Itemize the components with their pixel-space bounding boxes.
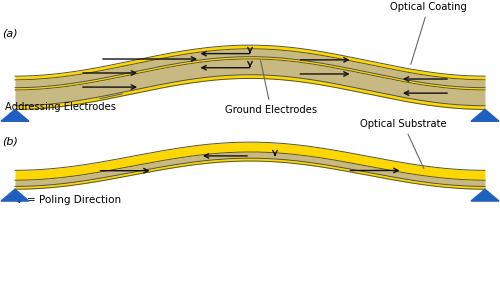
Text: (a): (a) (2, 29, 18, 39)
Polygon shape (1, 109, 29, 121)
Text: Optical Substrate: Optical Substrate (360, 119, 446, 168)
Text: Optical Coating: Optical Coating (390, 2, 467, 64)
Polygon shape (471, 189, 499, 201)
Text: Ground Electrodes: Ground Electrodes (225, 61, 317, 115)
Text: (b): (b) (2, 136, 18, 146)
Polygon shape (1, 189, 29, 201)
Polygon shape (471, 109, 499, 121)
Text: Addressing Electrodes: Addressing Electrodes (5, 94, 122, 112)
Text: ↓ = Poling Direction: ↓ = Poling Direction (15, 195, 121, 205)
